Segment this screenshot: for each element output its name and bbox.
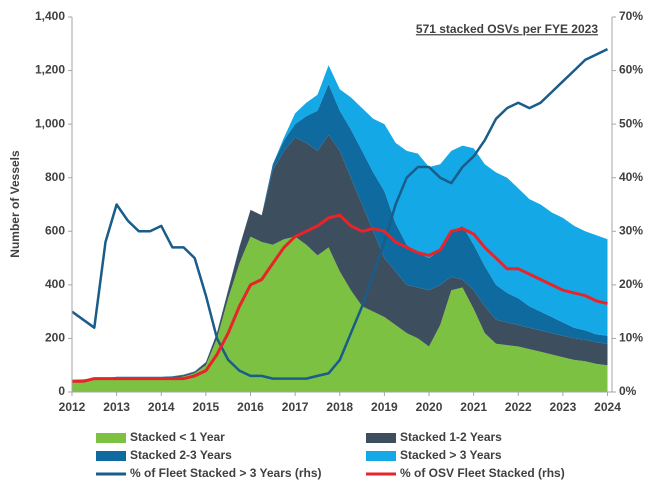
y2-tick-label: 20% (619, 277, 643, 291)
area-series (72, 236, 608, 392)
x-tick-label: 2019 (371, 400, 398, 414)
legend-label: % of Fleet Stacked > 3 Years (rhs) (130, 466, 322, 480)
x-tick-label: 2016 (237, 400, 264, 414)
y-tick-label: 200 (45, 331, 65, 345)
legend-marker (366, 451, 396, 461)
y-tick-label: 0 (58, 384, 65, 398)
y-tick-label: 1,200 (35, 63, 65, 77)
legend-label: Stacked < 1 Year (130, 430, 225, 444)
y-tick-label: 1,400 (35, 9, 65, 23)
y2-tick-label: 40% (619, 170, 643, 184)
x-tick-label: 2021 (460, 400, 487, 414)
x-tick-label: 2023 (550, 400, 577, 414)
y2-tick-label: 0% (619, 384, 637, 398)
line-series (71, 47, 609, 380)
x-tick-label: 2024 (594, 400, 621, 414)
plot-lines (71, 47, 609, 383)
annotation: 571 stacked OSVs per FYE 2023 (416, 22, 598, 36)
plot-areas (72, 65, 608, 392)
y2-tick-label: 70% (619, 9, 643, 23)
y-axis-title: Number of Vessels (8, 150, 22, 258)
y-tick-label: 600 (45, 223, 65, 237)
x-tick-label: 2020 (416, 400, 443, 414)
x-tick-label: 2015 (193, 400, 220, 414)
y-tick-label: 400 (45, 277, 65, 291)
line-series (72, 213, 608, 383)
x-tick-label: 2013 (103, 400, 130, 414)
x-tick-label: 2018 (326, 400, 353, 414)
y-tick-label: 800 (45, 170, 65, 184)
y2-tick-label: 60% (619, 63, 643, 77)
y2-tick-label: 30% (619, 223, 643, 237)
area-series (72, 84, 608, 381)
x-tick-label: 2014 (148, 400, 175, 414)
y2-tick-label: 50% (619, 116, 643, 130)
y-tick-label: 1,000 (35, 116, 65, 130)
legend-marker (96, 433, 126, 443)
legend-label: Stacked 2-3 Years (130, 448, 232, 462)
legend-marker (366, 433, 396, 443)
area-series (72, 134, 608, 382)
legend-label: Stacked > 3 Years (400, 448, 502, 462)
x-tick-label: 2017 (282, 400, 309, 414)
x-tick-label: 2022 (505, 400, 532, 414)
legend-marker (96, 451, 126, 461)
legend-label: Stacked 1-2 Years (400, 430, 502, 444)
legend-label: % of OSV Fleet Stacked (rhs) (400, 466, 565, 480)
area-series (72, 65, 608, 380)
y2-tick-label: 10% (619, 331, 643, 345)
x-tick-label: 2012 (59, 400, 86, 414)
